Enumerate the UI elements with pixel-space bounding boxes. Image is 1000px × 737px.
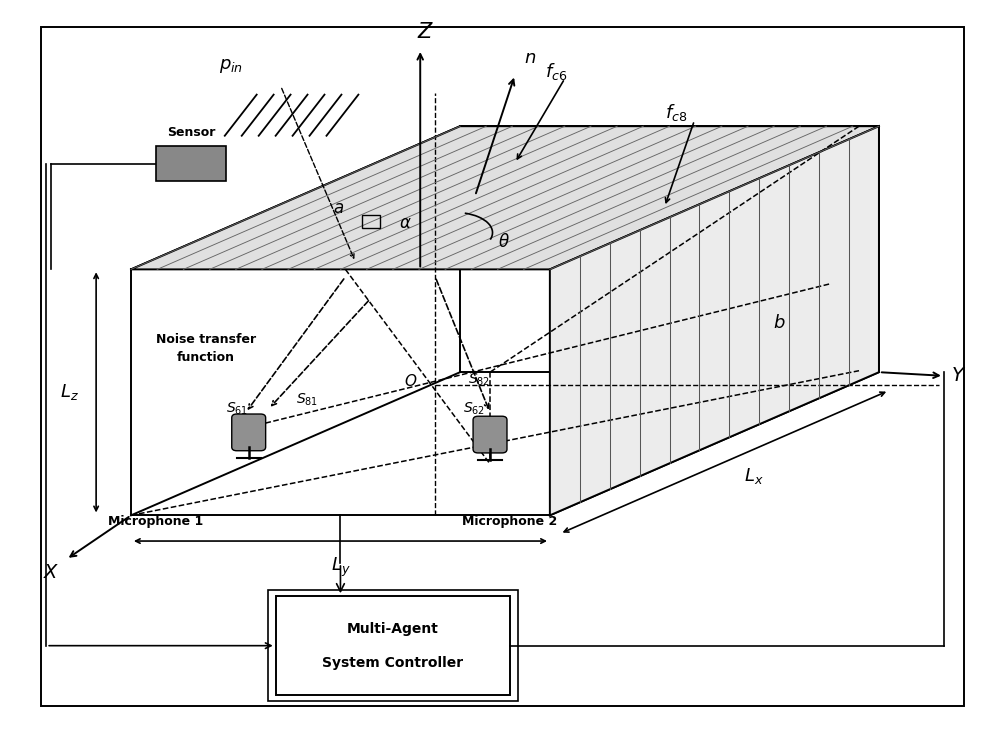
FancyBboxPatch shape — [473, 416, 507, 453]
Bar — [156, 146, 226, 181]
Text: $Z$: $Z$ — [417, 22, 434, 42]
Text: $p_{in}$: $p_{in}$ — [219, 57, 243, 75]
Text: Noise transfer: Noise transfer — [156, 332, 256, 346]
Text: $\alpha$: $\alpha$ — [399, 214, 412, 232]
Text: $O$: $O$ — [404, 373, 417, 389]
Text: $S_{62}$: $S_{62}$ — [463, 401, 485, 417]
Text: $X$: $X$ — [43, 563, 59, 582]
Bar — [268, 590, 518, 701]
Text: $a$: $a$ — [333, 200, 344, 217]
Text: Microphone 1: Microphone 1 — [108, 515, 204, 528]
Polygon shape — [131, 126, 879, 270]
Text: $\theta$: $\theta$ — [498, 233, 510, 251]
Bar — [362, 215, 380, 228]
Text: System Controller: System Controller — [322, 655, 463, 669]
Bar — [276, 596, 510, 695]
Text: $f_{c6}$: $f_{c6}$ — [545, 60, 567, 82]
Text: $L_z$: $L_z$ — [60, 383, 79, 402]
Polygon shape — [550, 126, 879, 515]
Text: Sensor: Sensor — [167, 126, 215, 139]
Text: Microphone 2: Microphone 2 — [462, 515, 558, 528]
Text: $S_{82}$: $S_{82}$ — [468, 371, 490, 388]
Text: $L_y$: $L_y$ — [331, 556, 350, 579]
Text: $L_x$: $L_x$ — [744, 466, 764, 486]
Text: Multi-Agent: Multi-Agent — [347, 622, 439, 636]
Text: $f_{c8}$: $f_{c8}$ — [665, 102, 687, 124]
Text: function: function — [177, 351, 235, 364]
FancyBboxPatch shape — [232, 414, 266, 451]
Text: $Y$: $Y$ — [951, 366, 966, 385]
Text: $b$: $b$ — [773, 314, 786, 332]
Text: $n$: $n$ — [524, 49, 536, 68]
Text: $S_{81}$: $S_{81}$ — [296, 391, 318, 408]
Text: $S_{61}$: $S_{61}$ — [226, 401, 249, 417]
